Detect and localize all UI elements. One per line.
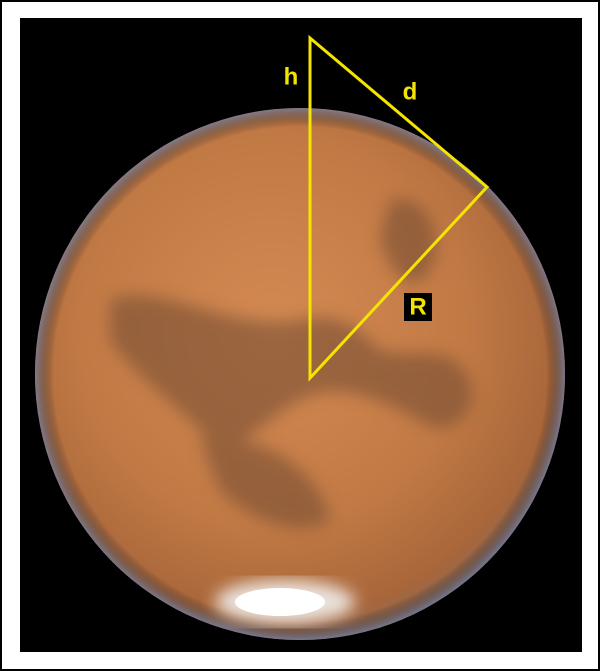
figure: h d R <box>0 0 600 671</box>
label-d: d <box>403 78 418 105</box>
label-r: R <box>409 293 426 320</box>
label-h: h <box>284 63 299 90</box>
